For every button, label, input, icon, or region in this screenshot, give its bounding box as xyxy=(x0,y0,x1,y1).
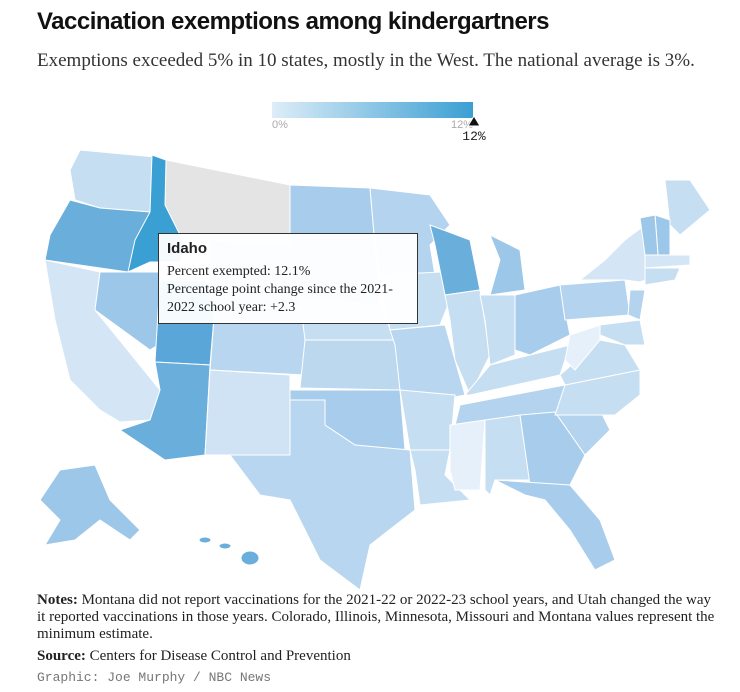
state xyxy=(664,179,711,236)
legend-bar xyxy=(272,102,473,118)
state xyxy=(69,149,156,213)
subtitle: Exemptions exceeded 5% in 10 states, mos… xyxy=(37,50,695,71)
source-label: Source: xyxy=(37,648,86,664)
state xyxy=(39,464,141,546)
states xyxy=(39,149,711,590)
state xyxy=(198,536,212,544)
legend-marker-label: 12% xyxy=(462,129,486,144)
tooltip-title: Idaho xyxy=(167,240,207,257)
state xyxy=(449,419,486,491)
notes-text: Montana did not report vaccinations for … xyxy=(37,592,715,642)
state xyxy=(494,479,616,571)
state xyxy=(489,233,526,296)
state xyxy=(204,369,291,456)
source: Source: Centers for Disease Control and … xyxy=(37,648,351,665)
tooltip-line: Percent exempted: 12.1% xyxy=(167,264,311,279)
state xyxy=(564,324,601,371)
state xyxy=(479,294,516,366)
state xyxy=(559,279,631,321)
legend-min: 0% xyxy=(272,119,288,131)
credit: Graphic: Joe Murphy / NBC News xyxy=(37,670,272,685)
legend-max: 12% xyxy=(451,119,473,131)
state xyxy=(399,389,456,451)
state xyxy=(218,542,232,550)
source-text: Centers for Disease Control and Preventi… xyxy=(89,648,351,664)
state xyxy=(240,550,260,566)
legend-marker xyxy=(467,115,481,127)
state xyxy=(299,339,401,391)
tooltip-line: Percentage point change since the 2021-2… xyxy=(167,282,393,315)
state xyxy=(94,271,161,351)
state xyxy=(644,254,691,269)
state xyxy=(229,399,416,590)
state xyxy=(644,267,681,286)
state xyxy=(514,284,571,356)
notes-label: Notes: xyxy=(37,592,78,608)
state xyxy=(519,411,586,486)
state xyxy=(627,289,646,321)
state xyxy=(599,319,646,346)
tooltip: Idaho Percent exempted: 12.1% Percentage… xyxy=(158,233,418,324)
notes: Notes: Montana did not report vaccinatio… xyxy=(37,592,717,643)
title: Vaccination exemptions among kindergartn… xyxy=(37,8,549,35)
